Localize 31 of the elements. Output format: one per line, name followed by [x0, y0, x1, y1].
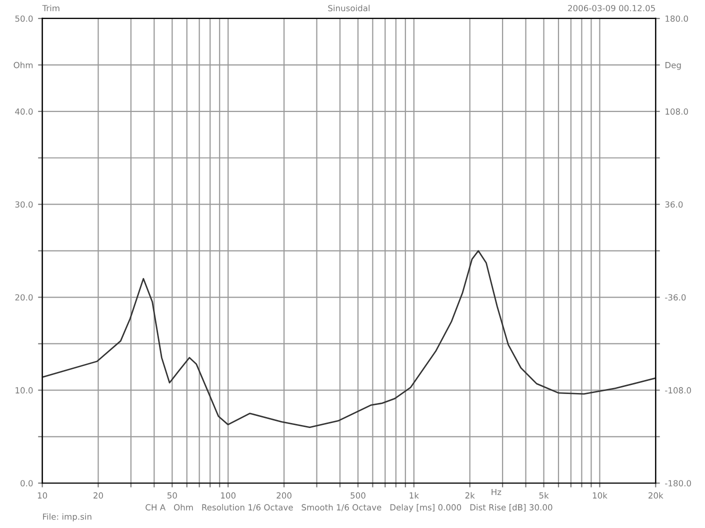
y2-tick-label: -36.0	[665, 294, 686, 301]
chart-title: Sinusoidal	[328, 4, 370, 12]
y-tick-label: 10.0	[16, 387, 33, 394]
y2-tick-label: -108.0	[665, 387, 691, 394]
x-tick-label: 50	[168, 492, 177, 499]
x-tick-label: 500	[350, 492, 366, 499]
x-tick-label: 10k	[592, 492, 608, 499]
y-tick-label: 40.0	[15, 108, 33, 115]
x-tick-label: 2k	[465, 492, 475, 498]
y-tick-label: 20.0	[15, 294, 33, 301]
y-tick-label: 0.0	[20, 480, 33, 486]
text: CH A Ohm Resolution 1/6 Octave Smooth 1/6 Octave Delay [ms] 0.000 Dist Rise [dB] 30.00	[146, 504, 552, 512]
x-tick-label: 20k	[648, 492, 664, 499]
y-tick-label: 30.0	[15, 201, 33, 208]
text: Trim	[42, 4, 60, 12]
y-tick-label: 50.0	[15, 15, 33, 22]
x-tick-label: 10	[38, 492, 48, 499]
x-tick-label: 200	[276, 492, 292, 499]
y-tick-label: Ohm	[14, 62, 33, 68]
y2-tick-label: 180.0	[666, 15, 688, 22]
text: 2006-03-09 00.12.05	[568, 4, 655, 12]
x-tick-label: 20	[94, 492, 103, 499]
x-tick-label: 100	[221, 492, 236, 499]
x-tick-label: 1k	[410, 492, 419, 498]
x-axis-title: Hz	[492, 488, 502, 496]
y2-tick-label: 36.0	[665, 201, 683, 208]
y2-tick-label: -180.0	[665, 480, 691, 486]
y2-tick-label: 108.0	[666, 108, 688, 115]
y2-tick-label: Deg	[665, 62, 681, 70]
text: File: imp.sin	[43, 513, 92, 522]
x-tick-label: 5k	[539, 492, 549, 499]
